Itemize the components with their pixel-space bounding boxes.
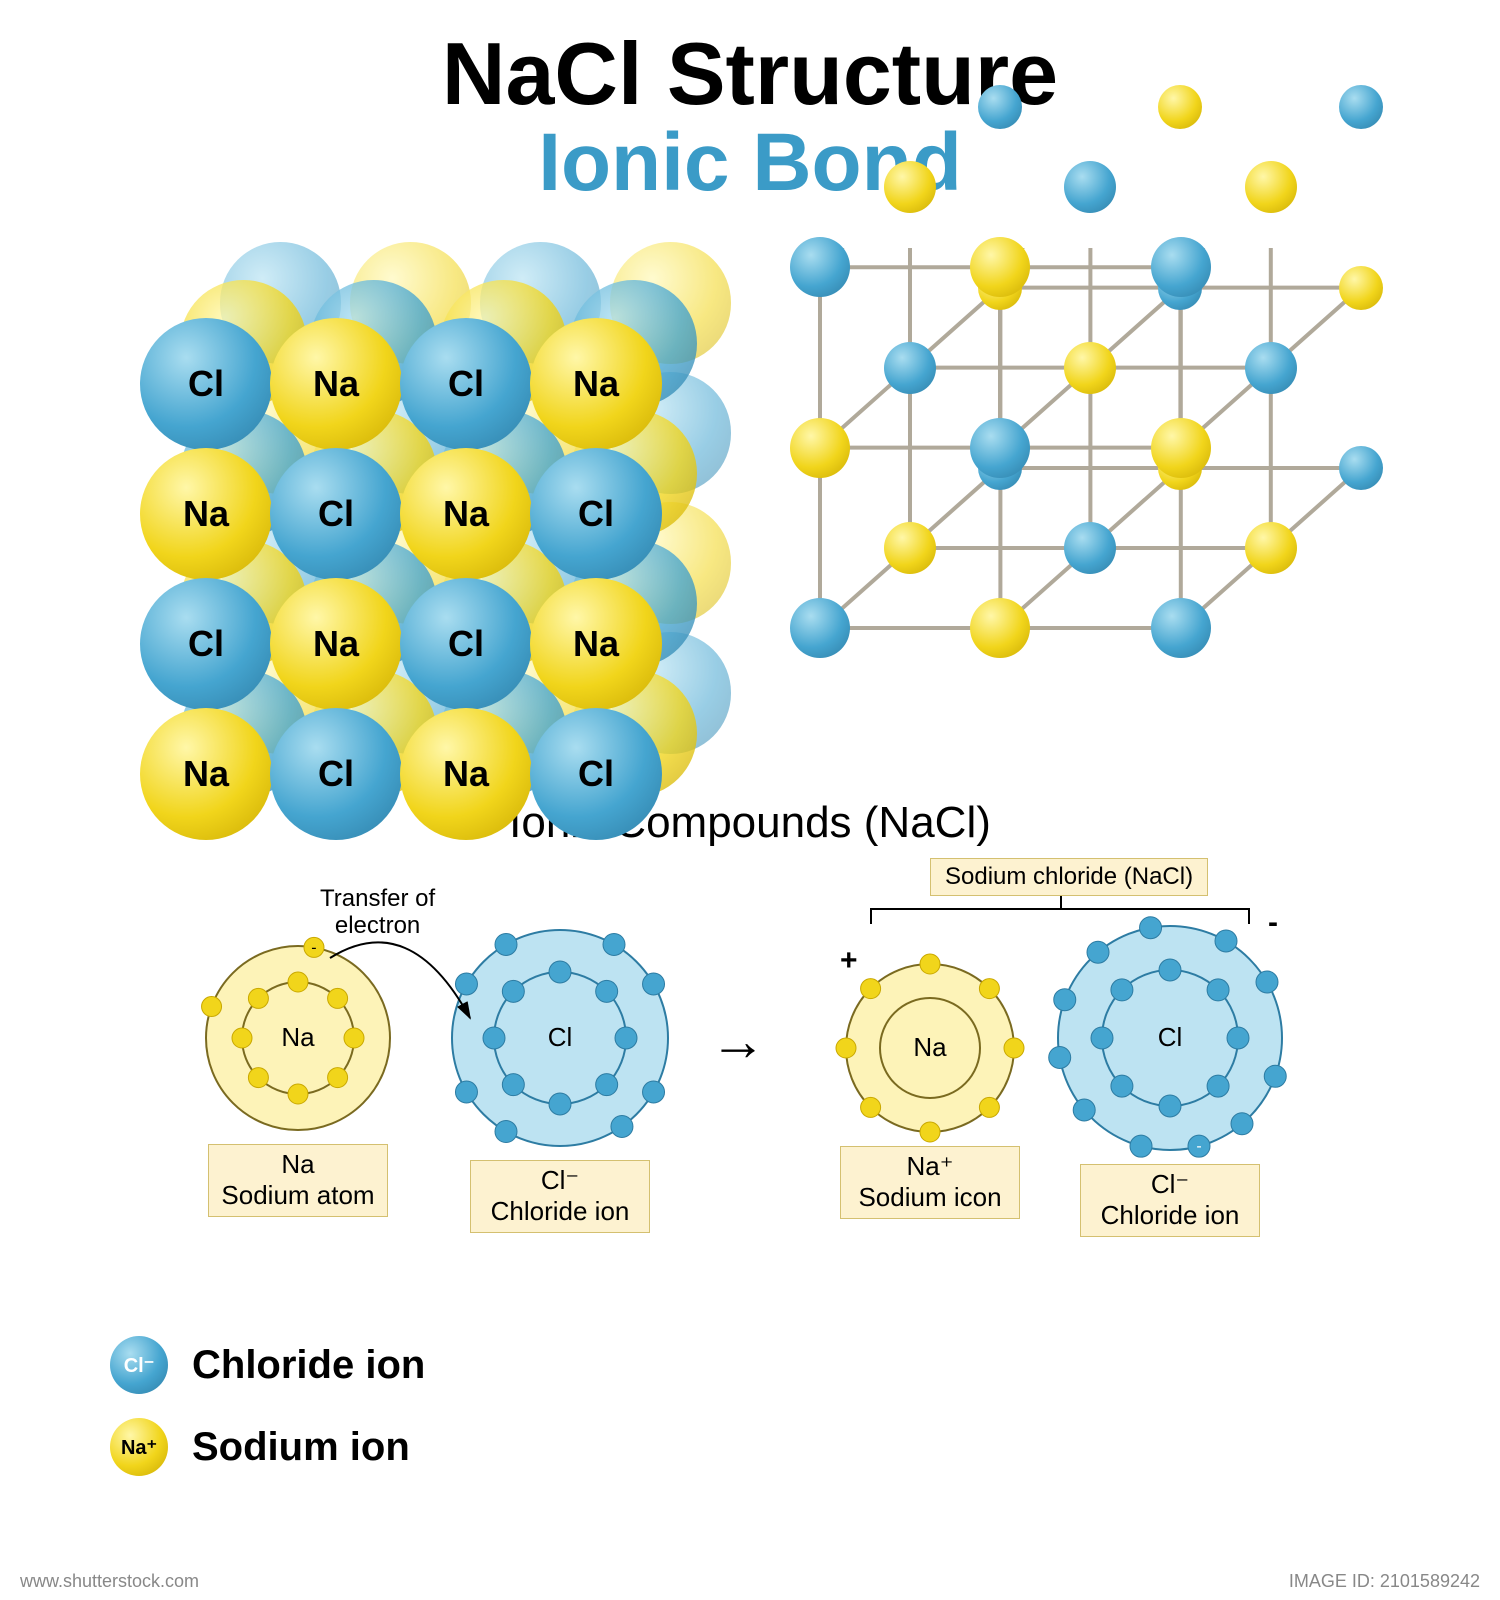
chloride-sphere: Cl — [140, 578, 272, 710]
sodium-sphere: Na — [140, 708, 272, 840]
chloride-node — [884, 342, 936, 394]
sodium-node — [790, 418, 850, 478]
sodium-sphere: Na — [400, 708, 532, 840]
chloride-node — [1151, 237, 1211, 297]
sphere-label: Cl — [448, 363, 484, 405]
chloride-node — [1151, 598, 1211, 658]
sodium-node — [884, 522, 936, 574]
reaction-arrow-icon: → — [710, 1008, 766, 1073]
chloride-ion-icon: Cl⁻ — [110, 1336, 168, 1394]
cl-ion: Cl- — [1058, 926, 1282, 1150]
sodium-sphere: Na — [530, 578, 662, 710]
sodium-node — [1151, 418, 1211, 478]
sodium-sphere: Na — [140, 448, 272, 580]
sodium-node — [884, 161, 936, 213]
chloride-sphere: Cl — [530, 708, 662, 840]
chloride-sphere: Cl — [140, 318, 272, 450]
electron-transfer-diagram: Na-NaSodium atomClCl⁻Chloride ionNaNa⁺So… — [0, 858, 1500, 1278]
svg-text:-: - — [1196, 1138, 1201, 1155]
svg-text:Na: Na — [913, 1032, 947, 1062]
result-label: Sodium chloride (NaCl) — [930, 858, 1208, 896]
sphere-label: Na — [443, 753, 489, 795]
sphere-label: Cl — [448, 623, 484, 665]
sphere-label: Cl — [578, 753, 614, 795]
chloride-node — [790, 237, 850, 297]
footer-left: www.shutterstock.com — [20, 1571, 199, 1592]
sodium-node — [1339, 266, 1383, 310]
bracket-icon — [870, 908, 1250, 922]
sphere-label: Cl — [188, 363, 224, 405]
legend-row-cl: Cl⁻ Chloride ion — [110, 1336, 425, 1394]
crystal-lattice — [790, 248, 1350, 768]
cl-before-label: Cl⁻Chloride ion — [470, 1160, 650, 1232]
sodium-sphere: Na — [400, 448, 532, 580]
title-main: NaCl Structure — [0, 30, 1500, 118]
sphere-label: Cl — [188, 623, 224, 665]
sphere-label: Na — [183, 493, 229, 535]
na-ion: Na — [846, 964, 1014, 1132]
cl-ion-label: Cl⁻Chloride ion — [1080, 1164, 1260, 1236]
chloride-node — [1339, 446, 1383, 490]
sodium-node — [1245, 522, 1297, 574]
legend-cl-label: Chloride ion — [192, 1343, 425, 1388]
sphere-label: Cl — [318, 493, 354, 535]
crystal-packed: ClNaClNaNaClNaClClNaClNaNaClNaCl — [130, 228, 710, 788]
legend: Cl⁻ Chloride ion Na⁺ Sodium ion — [110, 1336, 425, 1500]
na-ion-label: Na⁺Sodium icon — [840, 1146, 1020, 1218]
sphere-label: Na — [573, 623, 619, 665]
sphere-label: Cl — [578, 493, 614, 535]
sodium-sphere: Na — [270, 578, 402, 710]
chloride-sphere: Cl — [400, 318, 532, 450]
footer: www.shutterstock.com IMAGE ID: 210158924… — [0, 1571, 1500, 1592]
sodium-node — [1064, 342, 1116, 394]
footer-right: IMAGE ID: 2101589242 — [1289, 1571, 1480, 1592]
chloride-sphere: Cl — [400, 578, 532, 710]
cl-ion-charge: - — [1268, 906, 1278, 940]
chloride-node — [1245, 342, 1297, 394]
sphere-label: Na — [313, 623, 359, 665]
sphere-label: Na — [443, 493, 489, 535]
chloride-node — [1339, 85, 1383, 129]
chloride-sphere: Cl — [270, 448, 402, 580]
legend-na-symbol: Na⁺ — [121, 1435, 157, 1460]
chloride-sphere: Cl — [270, 708, 402, 840]
sodium-sphere: Na — [530, 318, 662, 450]
sodium-ion-icon: Na⁺ — [110, 1418, 168, 1476]
sphere-label: Na — [313, 363, 359, 405]
crystal-row: ClNaClNaNaClNaClClNaClNaNaClNaCl — [0, 228, 1500, 788]
sodium-node — [1245, 161, 1297, 213]
legend-row-na: Na⁺ Sodium ion — [110, 1418, 425, 1476]
chloride-sphere: Cl — [530, 448, 662, 580]
chloride-node — [970, 418, 1030, 478]
sphere-label: Na — [573, 363, 619, 405]
na-ion-charge: + — [840, 944, 858, 978]
sphere-label: Na — [183, 753, 229, 795]
chloride-node — [790, 598, 850, 658]
sodium-sphere: Na — [270, 318, 402, 450]
sphere-label: Cl — [318, 753, 354, 795]
legend-na-label: Sodium ion — [192, 1425, 410, 1470]
svg-text:Cl: Cl — [1158, 1022, 1183, 1052]
legend-cl-symbol: Cl⁻ — [124, 1353, 155, 1378]
